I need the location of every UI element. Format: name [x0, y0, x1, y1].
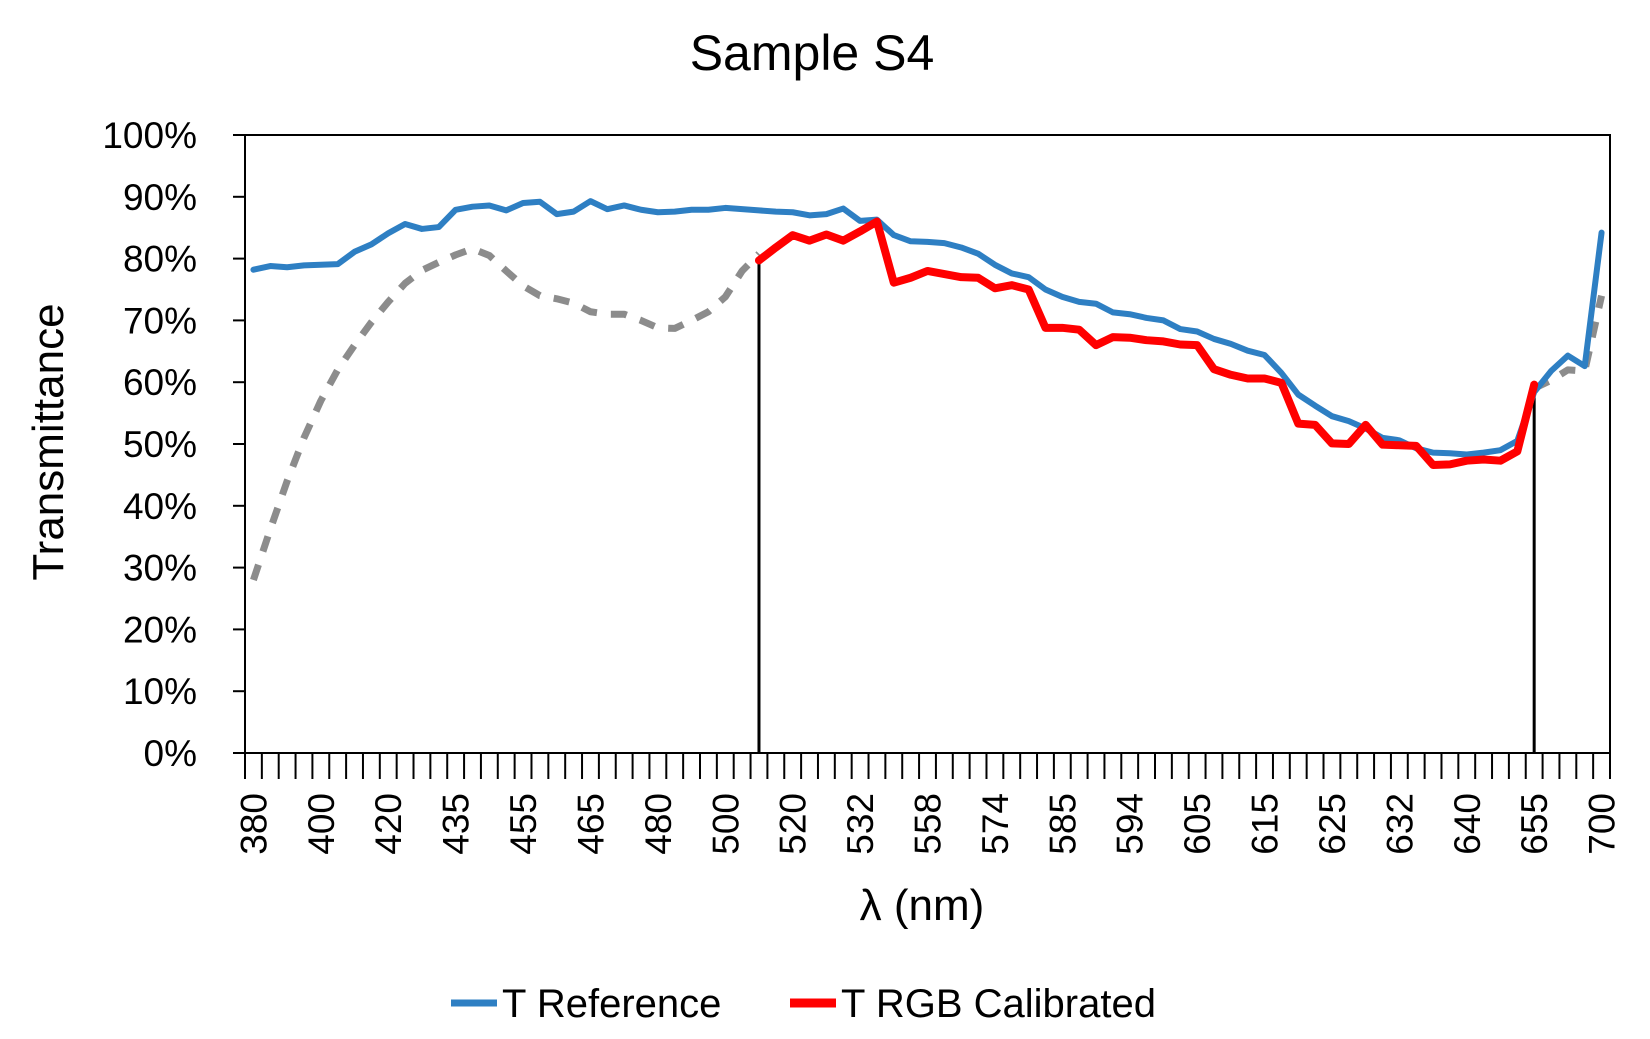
y-tick-label: 50%	[123, 424, 197, 465]
chart-title: Sample S4	[690, 25, 935, 81]
x-tick-label: 594	[1110, 793, 1151, 855]
x-axis-label: λ (nm)	[860, 881, 985, 930]
legend: T Reference T RGB Calibrated	[451, 982, 1156, 1026]
y-tick-label: 70%	[123, 300, 197, 341]
x-tick-label: 520	[773, 793, 814, 855]
x-tick-label: 585	[1042, 793, 1083, 855]
x-tick-label: 400	[301, 793, 342, 855]
x-tick-label: 632	[1379, 793, 1420, 855]
legend-label-t-rgb-calibrated: T RGB Calibrated	[841, 982, 1156, 1026]
y-tick-label: 100%	[102, 115, 197, 156]
x-tick-label: 605	[1177, 793, 1218, 855]
y-axis-ticks: 0% 10% 20% 30% 40% 50% 60% 70% 80% 90% 100%	[102, 115, 245, 774]
x-axis-ticks: 380 400 420 435 455 465 480 500 520 532 558 574 585 5…	[233, 753, 1623, 855]
x-tick-label: 455	[503, 793, 544, 855]
y-tick-label: 60%	[123, 362, 197, 403]
x-tick-label: 480	[638, 793, 679, 855]
series-line-estimated-dashed	[250, 245, 1605, 582]
x-tick-label: 500	[705, 793, 746, 855]
y-tick-label: 20%	[123, 609, 197, 650]
x-tick-label: 558	[908, 793, 949, 855]
y-tick-label: 40%	[123, 486, 197, 527]
series-lines	[250, 198, 1605, 582]
series-line-t-rgb-calibrated	[754, 217, 1539, 470]
x-tick-label: 640	[1447, 793, 1488, 855]
x-tick-label: 700	[1582, 793, 1623, 855]
x-tick-label: 435	[436, 793, 477, 855]
y-axis-label: Transmittance	[24, 303, 73, 580]
series-line-t-reference	[250, 198, 1605, 458]
x-tick-label: 625	[1312, 793, 1353, 855]
legend-label-t-reference: T Reference	[502, 982, 721, 1026]
x-tick-label: 420	[368, 793, 409, 855]
y-tick-label: 80%	[123, 239, 197, 280]
x-tick-label: 465	[570, 793, 611, 855]
x-tick-label: 655	[1514, 793, 1555, 855]
x-tick-label: 615	[1245, 793, 1286, 855]
y-tick-label: 90%	[123, 177, 197, 218]
range-markers	[757, 260, 1536, 753]
y-tick-label: 10%	[123, 671, 197, 712]
x-tick-label: 574	[975, 793, 1016, 855]
y-tick-label: 30%	[123, 548, 197, 589]
x-tick-label: 532	[840, 793, 881, 855]
x-tick-label: 380	[233, 793, 274, 855]
y-tick-label: 0%	[144, 733, 197, 774]
